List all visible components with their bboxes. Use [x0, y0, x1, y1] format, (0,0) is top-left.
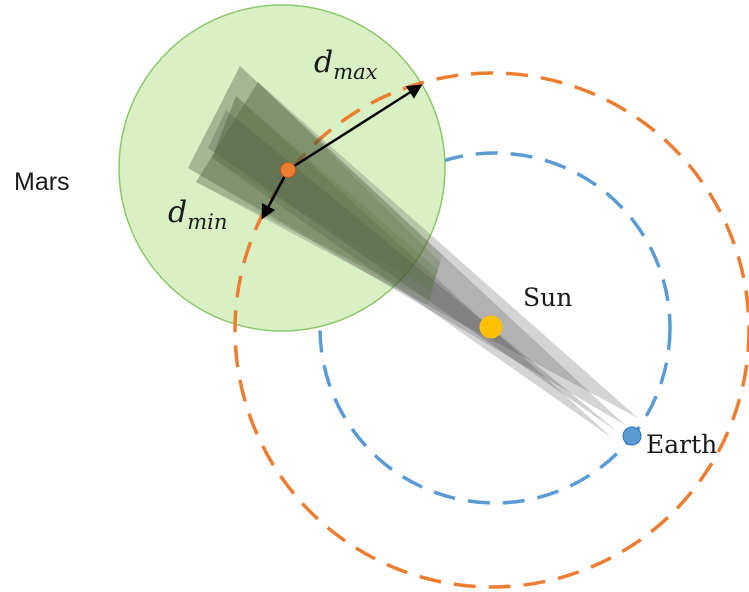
observation-beam — [212, 96, 612, 438]
mars-beam-overlay — [188, 66, 442, 305]
mars-orbit — [233, 71, 749, 589]
d-max-base: d — [314, 45, 333, 80]
observation-beam — [188, 66, 625, 425]
sun-label: Sun — [523, 283, 572, 312]
mars-beam — [196, 82, 440, 300]
mars-point — [280, 162, 296, 178]
d-min-arrow — [261, 169, 290, 220]
earth-orbit — [318, 151, 672, 505]
d-min-base: d — [168, 195, 187, 230]
d-max-subscript: max — [333, 60, 377, 84]
sun-icon — [479, 315, 503, 339]
mars-beam — [188, 66, 442, 305]
d-max-label: dmax — [314, 45, 378, 84]
d-max-arrow — [287, 84, 423, 172]
d-min-subscript: min — [187, 210, 227, 234]
observation-beam — [196, 82, 638, 418]
earth-icon — [622, 426, 642, 446]
observation-beam — [208, 110, 618, 432]
mars-label: Mars — [14, 168, 70, 196]
earth-label: Earth — [646, 430, 717, 459]
observation-beams — [188, 66, 638, 438]
d-min-label: dmin — [168, 195, 227, 234]
mars-beam — [212, 96, 438, 290]
